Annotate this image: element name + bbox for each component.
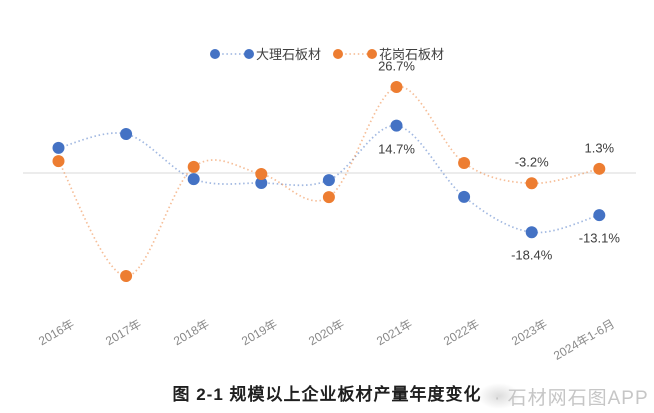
data-point-s1-0	[52, 155, 65, 168]
point-value-label: 1.3%	[584, 140, 615, 156]
chart-title: 图 2-1 规模以上企业板材产量年度变化	[172, 385, 482, 404]
data-point-s1-5	[390, 81, 403, 94]
point-value-label: -18.4%	[511, 247, 553, 263]
legend-label: 花岗石板材	[379, 47, 445, 62]
data-point-s0-0	[52, 141, 65, 154]
footer-title-row: 图 2-1 规模以上企业板材产量年度变化	[0, 380, 654, 405]
point-value-label: -13.1%	[578, 230, 620, 246]
data-point-s1-1	[120, 270, 133, 283]
data-point-s0-8	[593, 209, 606, 222]
point-value-label: -3.2%	[514, 154, 549, 170]
data-point-s0-4	[322, 174, 335, 187]
legend-item-1: 花岗石板材	[333, 44, 444, 63]
data-point-s0-3	[255, 176, 268, 189]
data-point-s0-1	[120, 128, 133, 141]
point-value-label: 26.7%	[378, 58, 415, 74]
data-point-s1-6	[458, 157, 471, 170]
data-point-s1-4	[322, 191, 335, 204]
legend-label: 大理石板材	[255, 47, 321, 62]
data-point-s0-7	[525, 226, 538, 239]
data-point-s0-6	[458, 190, 471, 203]
chart-legend: 大理石板材 花岗石板材	[0, 44, 654, 63]
data-point-s1-2	[187, 160, 200, 173]
legend-marker-icon	[333, 48, 377, 59]
point-value-label: 14.7%	[378, 141, 415, 157]
data-point-s0-2	[187, 173, 200, 186]
data-point-s1-8	[593, 162, 606, 175]
legend-marker-icon	[209, 48, 254, 59]
data-point-s1-7	[525, 177, 538, 190]
watermark-text: · 石材网石图APP	[494, 388, 649, 409]
data-point-s1-3	[255, 167, 268, 180]
watermark-blob	[478, 383, 520, 409]
data-point-s0-5	[390, 119, 403, 132]
legend-item-0: 大理石板材	[209, 44, 321, 63]
